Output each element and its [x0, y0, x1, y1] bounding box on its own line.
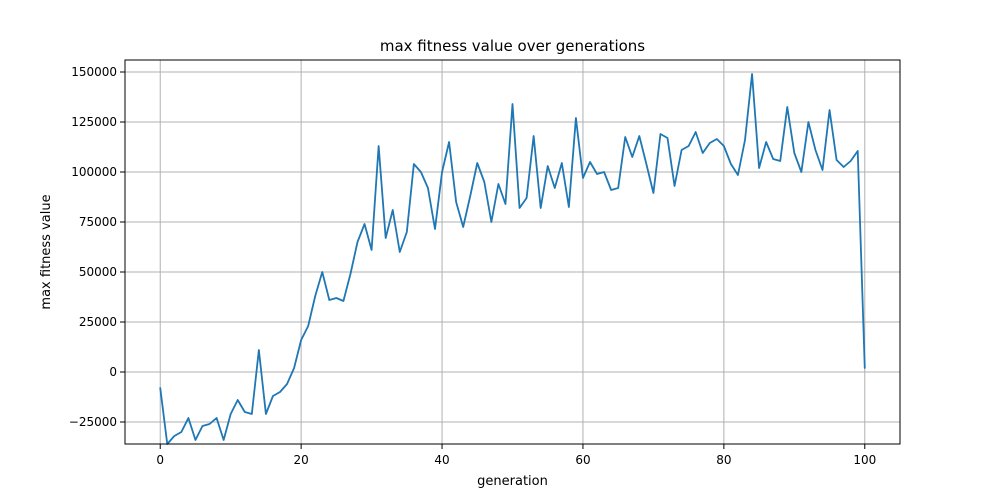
plot-frame	[124, 59, 901, 445]
y-axis-label: max fitness value	[39, 194, 54, 309]
y-tick-label: 125000	[71, 115, 117, 129]
y-tick-label: 50000	[79, 265, 117, 279]
series-line	[159, 73, 866, 445]
y-axis: −25000 0 25000 50000 75000 100000 125000 150000	[69, 65, 125, 429]
y-tick-label: 75000	[79, 215, 117, 229]
x-tick-label: 20	[293, 453, 308, 467]
x-tick-label: 60	[575, 453, 590, 467]
y-tick-label: 25000	[79, 315, 117, 329]
chart-title: max fitness value over generations	[380, 37, 645, 55]
x-tick-label: 0	[156, 453, 164, 467]
y-tick-label: 0	[109, 365, 117, 379]
y-tick-label: 150000	[71, 65, 117, 79]
x-tick-label: 80	[716, 453, 731, 467]
x-tick-label: 100	[853, 453, 876, 467]
plot-area	[159, 73, 866, 445]
x-axis: 0 20 40 60 80 100	[156, 444, 876, 467]
x-tick-label: 40	[434, 453, 449, 467]
y-tick-label: 100000	[71, 165, 117, 179]
x-axis-label: generation	[477, 474, 548, 489]
y-tick-label: −25000	[69, 415, 117, 429]
grid	[125, 60, 900, 444]
